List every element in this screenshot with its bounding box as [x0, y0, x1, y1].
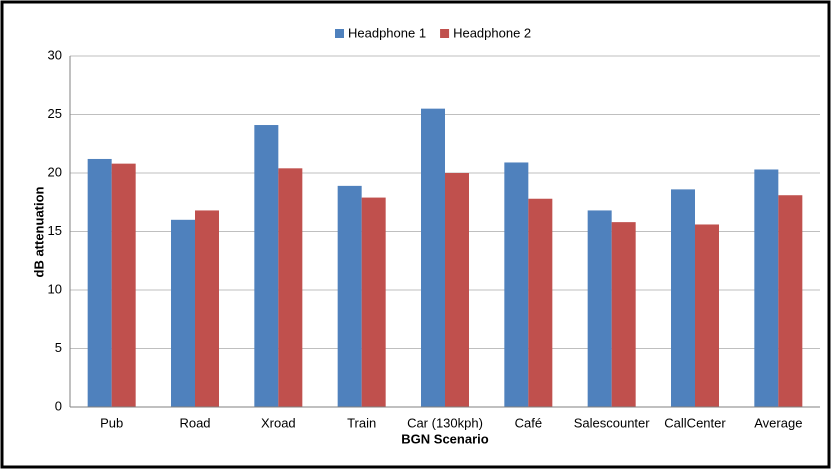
- bar: [111, 163, 136, 407]
- y-tick-label: 10: [48, 281, 62, 296]
- bar: [445, 173, 469, 407]
- x-tick-label: Salescounter: [574, 415, 651, 430]
- bar: [671, 189, 695, 407]
- bar: [778, 195, 803, 407]
- bar: [278, 168, 303, 407]
- x-tick-label: Road: [179, 415, 210, 430]
- bar: [337, 185, 362, 407]
- x-tick-label: Xroad: [261, 415, 296, 430]
- y-tick-label: 0: [55, 398, 62, 413]
- y-tick-label: 20: [48, 164, 62, 179]
- bar: [528, 198, 553, 407]
- y-tick-label: 25: [48, 106, 62, 121]
- bar: [754, 169, 779, 407]
- bar: [87, 158, 112, 407]
- legend-label: Headphone 2: [453, 25, 531, 40]
- bar: [195, 210, 219, 407]
- y-axis-title: dB attenuation: [31, 186, 46, 277]
- x-tick-label: Average: [754, 415, 802, 430]
- bar: [611, 222, 636, 407]
- bar: [504, 162, 529, 407]
- y-tick-label: 5: [55, 340, 62, 355]
- y-tick-label: 15: [48, 223, 62, 238]
- bar: [421, 108, 445, 408]
- x-tick-label: Café: [515, 415, 542, 430]
- legend-swatch: [440, 29, 450, 38]
- bar: [587, 210, 612, 407]
- bar: [254, 125, 279, 407]
- x-axis-title: BGN Scenario: [401, 431, 488, 446]
- x-tick-label: CallCenter: [664, 415, 726, 430]
- x-tick-label: Car (130kph): [407, 415, 483, 430]
- x-tick-label: Train: [347, 415, 376, 430]
- bar: [361, 197, 386, 407]
- bar: [695, 224, 719, 407]
- legend-label: Headphone 1: [348, 25, 426, 40]
- y-tick-label: 30: [48, 47, 62, 62]
- x-tick-label: Pub: [100, 415, 123, 430]
- legend-swatch: [335, 29, 344, 38]
- bar: [171, 219, 195, 407]
